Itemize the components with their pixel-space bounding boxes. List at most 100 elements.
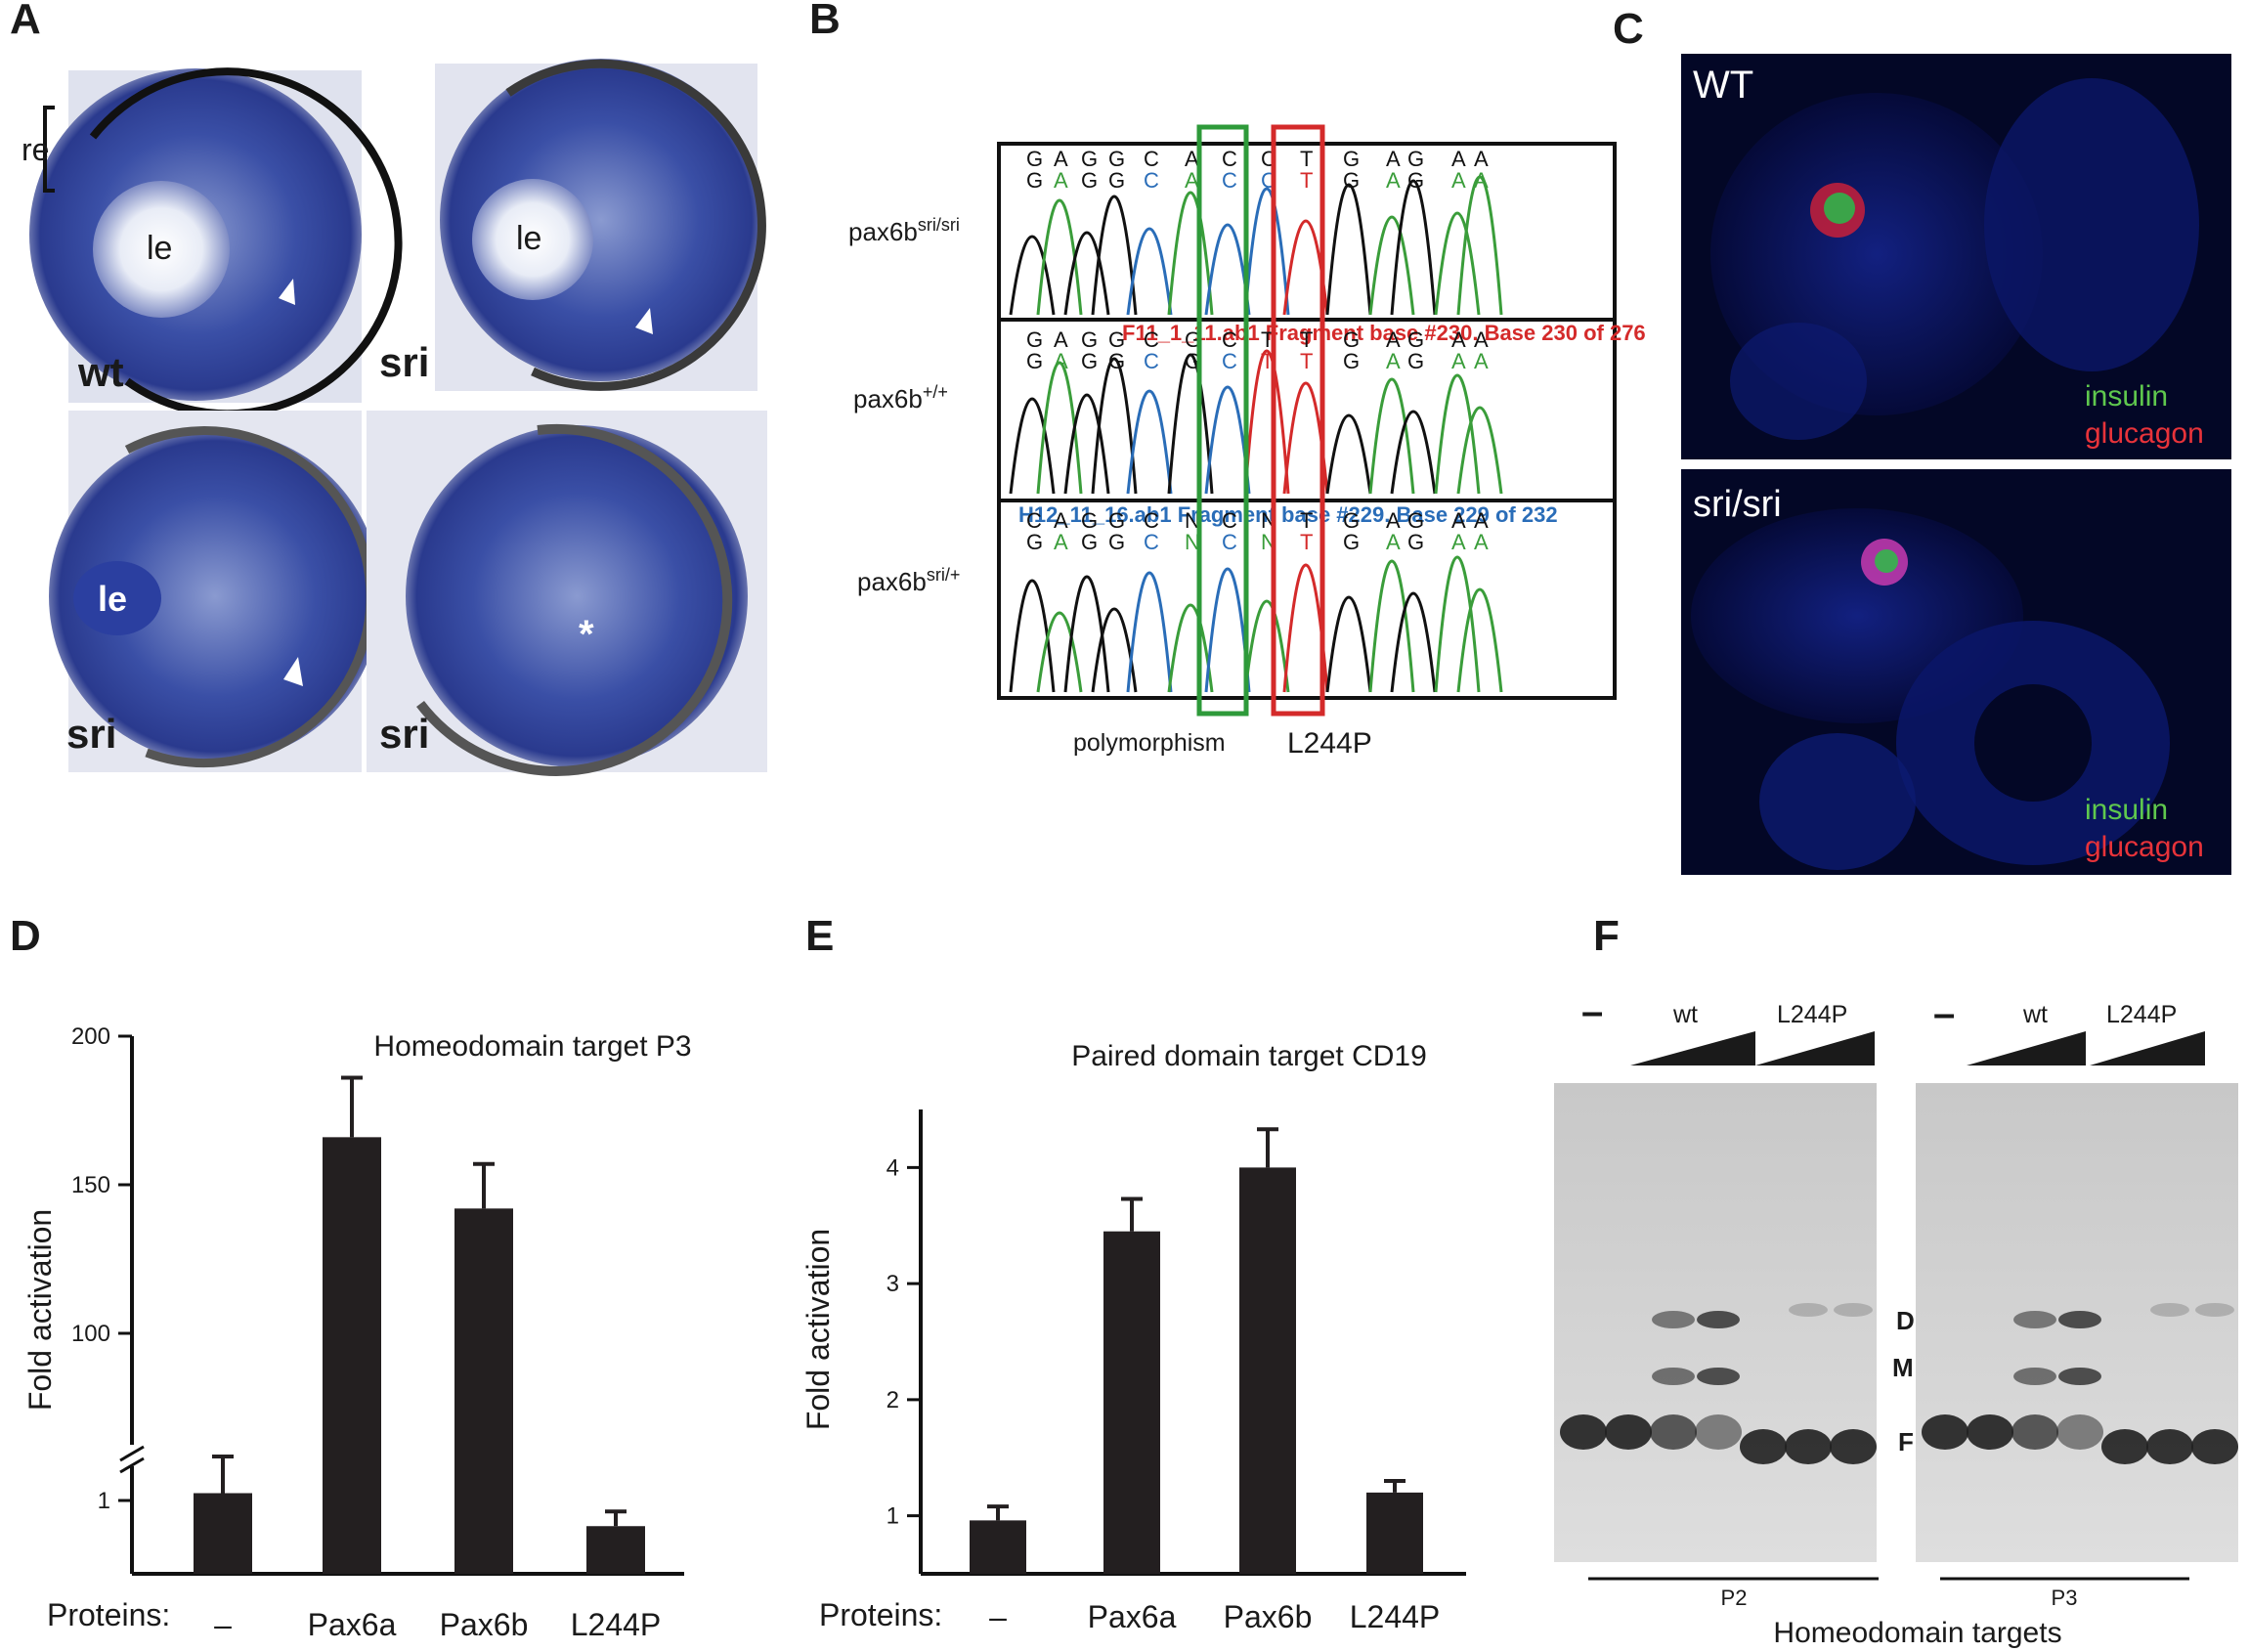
y-tick-label: 1 (887, 1503, 899, 1530)
sequence-base: C (1222, 349, 1237, 373)
free-probe-band (1830, 1429, 1877, 1464)
trace-header: H12_11_16.ab1 Fragment base #229. Base 2… (1018, 502, 1558, 527)
sequence-base: G (1407, 168, 1424, 193)
arrowhead-marker (635, 308, 653, 334)
chromatogram-peak (1167, 191, 1214, 316)
free-probe-band (1650, 1414, 1697, 1450)
chromatogram-peak (1009, 235, 1056, 316)
free-probe-band (1785, 1429, 1832, 1464)
sequence-base: T (1300, 508, 1313, 533)
sequence-base: T (1300, 530, 1313, 554)
lens-label: le (516, 220, 541, 257)
sequence-base: G (1407, 530, 1424, 554)
x-axis-label: Homeodomain targets (1773, 1617, 2061, 1649)
sequence-base: G (1026, 349, 1043, 373)
sequence-base: G (1343, 530, 1360, 554)
chromatogram-peak (1390, 179, 1437, 316)
chromatogram-peak (1456, 587, 1503, 693)
target-label-p3: P3 (2052, 1586, 2078, 1610)
sequence-base: N (1185, 508, 1200, 533)
sequence-base: G (1407, 327, 1424, 352)
free-probe-band (1922, 1414, 1968, 1450)
sequence-base: G (1343, 147, 1360, 171)
sequence-base: T (1261, 327, 1274, 352)
sequence-base: G (1108, 530, 1125, 554)
bar (323, 1137, 381, 1574)
band-label-free: F (1898, 1427, 1914, 1456)
chromatogram-peak (1091, 195, 1138, 316)
chromatogram-peak (1243, 599, 1290, 693)
sequence-base: G (1343, 349, 1360, 373)
monomer-band (1697, 1368, 1740, 1385)
free-probe-band (2191, 1429, 2238, 1464)
sequence-base: N (1185, 530, 1200, 554)
sequence-base: G (1407, 147, 1424, 171)
chromatogram-peak (1126, 227, 1173, 316)
sequence-base: G (1108, 168, 1125, 193)
sequence-base: G (1407, 508, 1424, 533)
chromatogram-peak (1167, 353, 1214, 495)
x-tick-label: Pax6a (308, 1607, 397, 1642)
sequence-base: G (1081, 349, 1098, 373)
sequence-base: C (1144, 168, 1159, 193)
sequence-base: A (1451, 530, 1466, 554)
chromatogram-peak (1325, 413, 1372, 495)
dimer-band (2013, 1311, 2056, 1328)
islet-insulin (1875, 549, 1898, 573)
x-tick-label: L244P (571, 1607, 662, 1642)
sequence-base: G (1108, 327, 1125, 352)
sequence-base: T (1300, 349, 1313, 373)
sequence-base: A (1474, 530, 1489, 554)
chromatogram-peak (1063, 231, 1110, 316)
x-tick-label: Pax6b (440, 1607, 529, 1642)
lens-label: le (147, 230, 172, 267)
free-probe-band (2011, 1414, 2058, 1450)
sequence-base: A (1451, 147, 1466, 171)
retina (406, 425, 748, 767)
image-caption: wt (77, 349, 124, 395)
bar (454, 1208, 513, 1574)
panel-label-c: C (1613, 5, 1644, 53)
sequence-chromatogram-panel: F11_1_11.ab1 Fragment base #230. Base 23… (848, 124, 1646, 760)
sequence-base: A (1451, 349, 1466, 373)
sequence-base: G (1081, 508, 1098, 533)
image-caption: sri (379, 339, 429, 385)
sequence-base: T (1300, 147, 1313, 171)
re-label: re (22, 132, 49, 167)
sequence-base: A (1451, 327, 1466, 352)
sequence-base: G (1081, 147, 1098, 171)
chromatogram-peak (1456, 406, 1503, 495)
panel-label-d: D (10, 912, 41, 960)
sequence-base: C (1144, 327, 1159, 352)
dimer-band (2195, 1303, 2234, 1317)
legend-insulin: insulin (2085, 794, 2168, 826)
chromatogram-peak (1368, 559, 1415, 693)
sequence-base: G (1108, 147, 1125, 171)
bar-chart-e: Paired domain target CD19 Fold activatio… (800, 1040, 1466, 1634)
dimer-band (1697, 1311, 1740, 1328)
emsa-gel-panel: – wt L244P – wt L244P D M F P2 P3 Homeod… (1554, 990, 2238, 1649)
sequence-base: T (1300, 168, 1313, 193)
dimer-band (2150, 1303, 2189, 1317)
concentration-wedge (1630, 1031, 1755, 1065)
bar (194, 1493, 252, 1574)
image-caption: sri/sri (1693, 484, 1782, 525)
monomer-band (2058, 1368, 2101, 1385)
mutant-lane-label: L244P (2106, 1001, 2177, 1028)
dimer-band (1652, 1311, 1695, 1328)
wt-lane-label: wt (2022, 1001, 2048, 1028)
concentration-wedge (2090, 1031, 2205, 1065)
x-axis-label: Proteins: (819, 1597, 942, 1632)
image-caption: sri (379, 711, 429, 757)
islet-insulin (1824, 193, 1855, 224)
legend-glucagon: glucagon (2085, 417, 2204, 450)
bar (1239, 1167, 1296, 1574)
sequence-letters: G A G G C A C C T G A G A AG A G G C G C T T G A G A AC A G G C N C N T G A G… (1026, 147, 1489, 554)
sequence-base: G (1407, 349, 1424, 373)
chromatogram-peak (1390, 410, 1437, 495)
chromatogram-peak (1126, 389, 1173, 495)
sequence-base: C (1144, 147, 1159, 171)
wt-lane-label: wt (1672, 1001, 1698, 1028)
y-tick-label: 150 (71, 1172, 110, 1198)
